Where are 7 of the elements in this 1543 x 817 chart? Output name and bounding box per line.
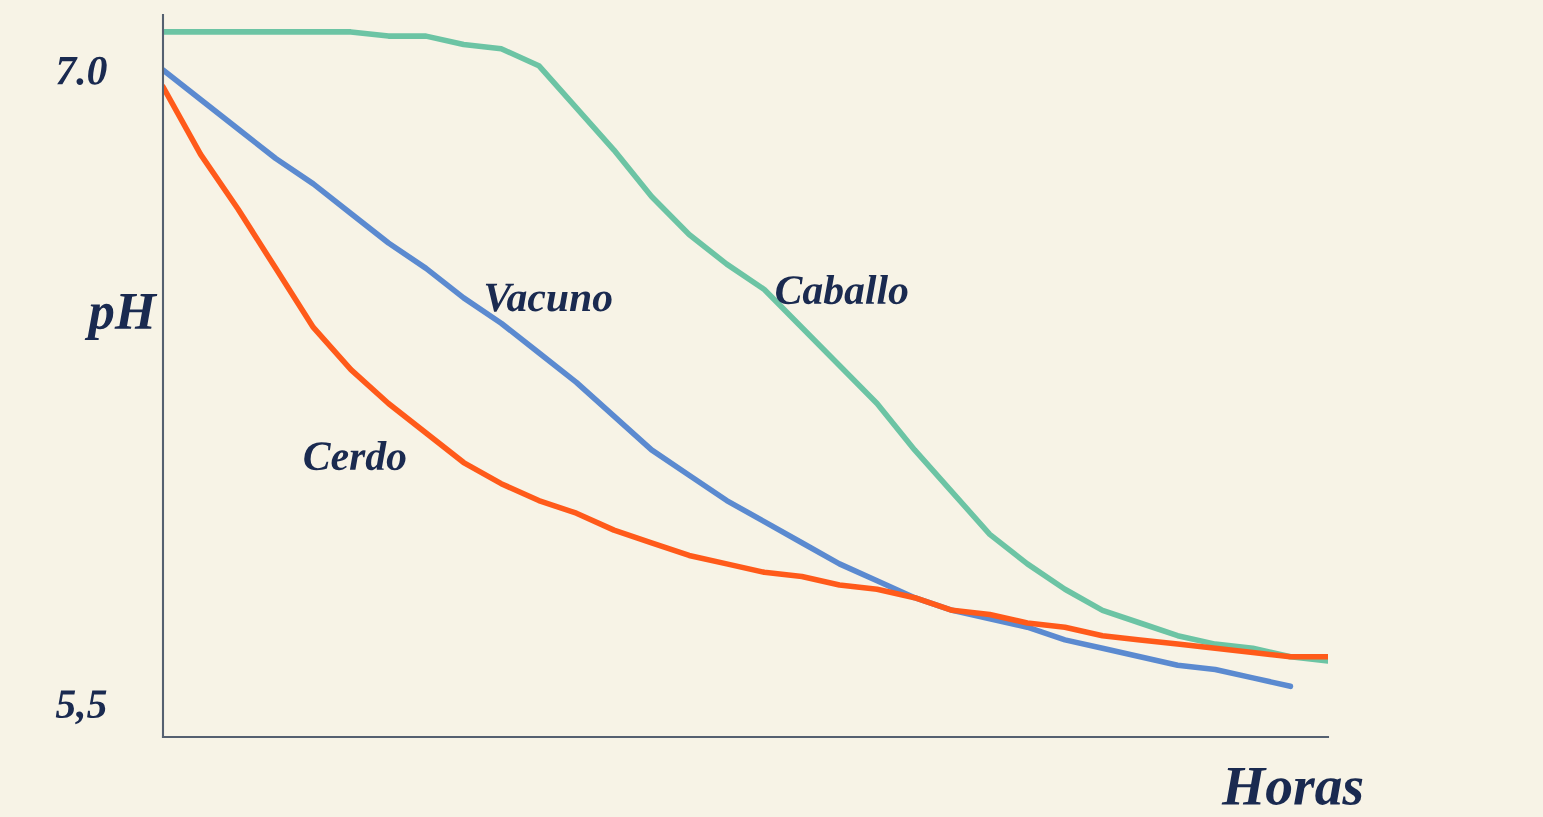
series-label: Cerdo: [304, 440, 406, 471]
series-label: Vacuno: [485, 283, 612, 312]
series-label: Caballo: [776, 274, 908, 305]
y-axis-title: pH: [84, 294, 158, 340]
y-tick-label: 5,5: [55, 690, 107, 725]
y-tick-label: 7.0: [57, 56, 107, 85]
x-axis-title: Horas: [1221, 768, 1363, 805]
